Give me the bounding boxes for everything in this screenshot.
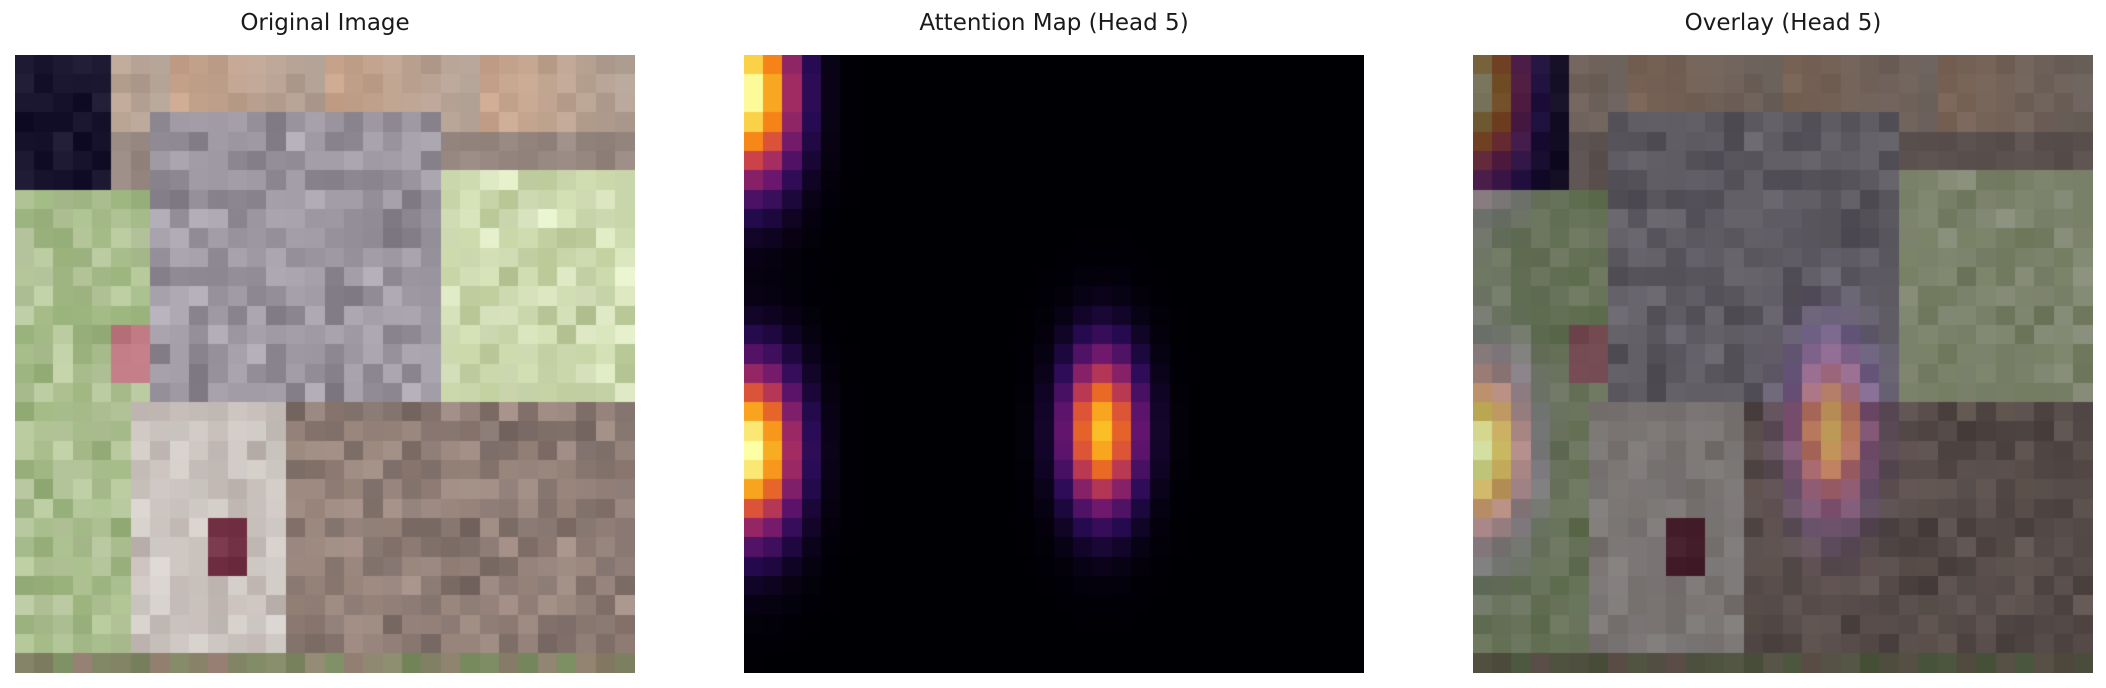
panel-title: Attention Map (Head 5): [919, 10, 1189, 36]
panel-attention: Attention Map (Head 5): [744, 0, 1364, 688]
panel-overlay: Overlay (Head 5): [1473, 0, 2093, 688]
panel-title: Overlay (Head 5): [1684, 10, 1882, 36]
attention-map-image: [744, 55, 1364, 673]
original-image: [15, 55, 635, 673]
overlay-image: [1473, 55, 2093, 673]
panel-title: Original Image: [240, 10, 410, 36]
panel-original: Original Image: [15, 0, 635, 688]
